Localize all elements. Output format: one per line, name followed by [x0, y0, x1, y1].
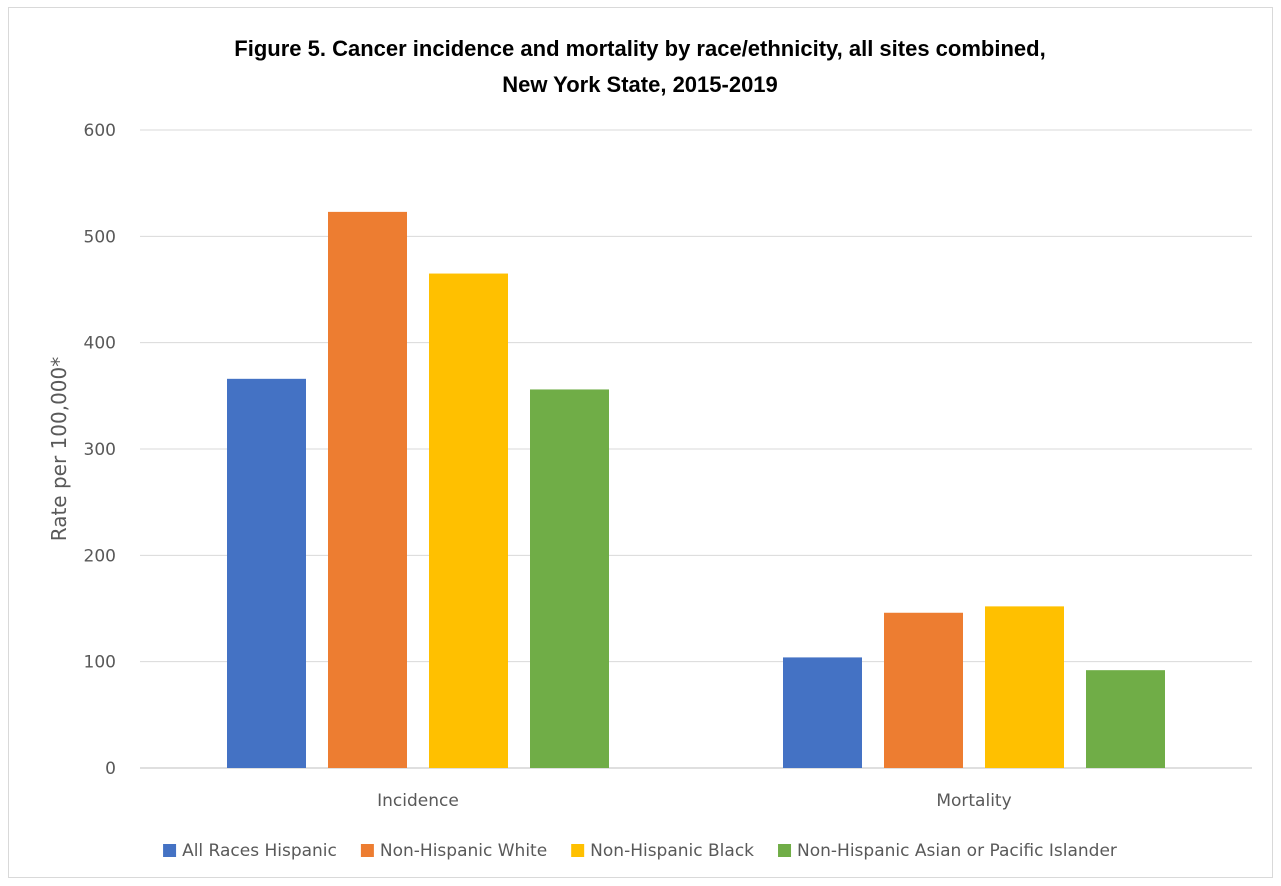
chart-title-line2: New York State, 2015-2019	[502, 72, 778, 97]
legend-label: All Races Hispanic	[182, 841, 337, 861]
y-tick-label: 100	[84, 653, 116, 673]
legend-item: Non-Hispanic Black	[571, 841, 754, 861]
bars	[227, 211, 1165, 769]
bar	[884, 612, 963, 768]
legend-item: All Races Hispanic	[163, 841, 337, 861]
x-categories: Incidence Mortality	[377, 791, 1012, 811]
y-tick-label: 300	[84, 440, 116, 460]
legend: All Races Hispanic Non-Hispanic White Non-…	[163, 841, 1117, 861]
x-category-label: Incidence	[377, 791, 459, 811]
legend-swatch	[571, 844, 585, 857]
y-axis-label: Rate per 100,000*	[47, 357, 71, 542]
bar	[985, 606, 1064, 768]
y-tick-label: 400	[84, 334, 116, 354]
legend-label: Non-Hispanic Asian or Pacific Islander	[797, 841, 1117, 861]
y-tick-label: 600	[84, 121, 116, 141]
legend-swatch	[360, 844, 374, 857]
x-category-label: Mortality	[936, 791, 1011, 811]
legend-swatch	[778, 844, 792, 857]
bar	[328, 211, 407, 769]
legend-label: Non-Hispanic White	[380, 841, 547, 861]
legend-label: Non-Hispanic Black	[590, 841, 754, 861]
bar	[530, 389, 609, 768]
y-tick-label: 500	[84, 227, 116, 247]
legend-item: Non-Hispanic White	[360, 841, 547, 861]
bar	[783, 657, 862, 768]
legend-swatch	[163, 844, 177, 857]
bar	[227, 378, 306, 768]
y-ticks: 0 100 200 300 400 500 600	[84, 121, 116, 779]
gridlines	[140, 129, 1252, 769]
legend-item: Non-Hispanic Asian or Pacific Islander	[778, 841, 1117, 861]
y-tick-label: 200	[84, 546, 116, 566]
chart-title-line1: Figure 5. Cancer incidence and mortality…	[234, 36, 1045, 61]
y-tick-label: 0	[105, 759, 116, 779]
bar	[1086, 670, 1165, 768]
bar	[429, 273, 508, 768]
